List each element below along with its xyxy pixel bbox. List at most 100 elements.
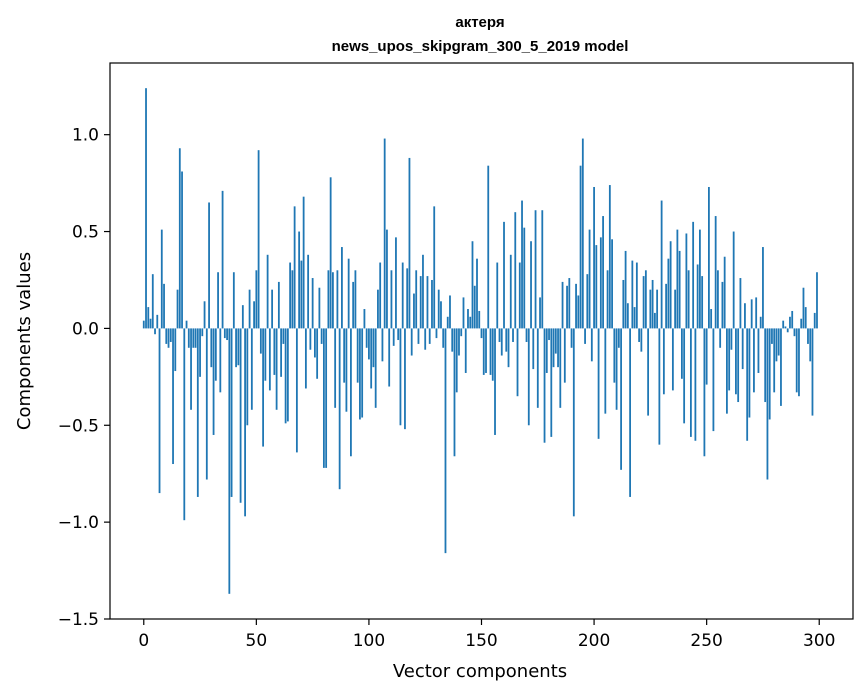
bar: [246, 328, 249, 426]
bar: [291, 270, 294, 329]
bar: [408, 157, 411, 329]
bar: [167, 328, 170, 348]
y-axis-label: Components values: [14, 252, 35, 430]
bar: [590, 328, 593, 362]
bar: [327, 270, 330, 329]
bar: [183, 328, 186, 521]
bar: [717, 270, 719, 329]
bar: [262, 328, 264, 447]
bar: [489, 328, 492, 375]
bar: [703, 328, 706, 457]
bar: [671, 328, 674, 391]
bar: [406, 268, 409, 329]
bar: [462, 297, 465, 329]
bar: [816, 272, 818, 329]
bar: [674, 289, 677, 329]
bar: [437, 289, 440, 329]
bar: [491, 328, 494, 381]
bar: [741, 328, 744, 370]
bar: [608, 185, 611, 329]
bar: [332, 272, 334, 329]
bar: [588, 229, 591, 329]
bar: [374, 328, 377, 408]
bar: [615, 328, 618, 410]
bar: [145, 88, 147, 329]
x-tick-label: 200: [578, 631, 610, 651]
bar: [395, 237, 397, 329]
bar: [165, 328, 168, 344]
bar: [512, 328, 514, 342]
bar: [683, 328, 686, 424]
bar: [586, 274, 589, 329]
bar: [271, 289, 274, 329]
bar: [500, 328, 503, 356]
bar: [642, 276, 645, 329]
bar: [557, 328, 559, 368]
bar: [320, 328, 323, 344]
bar: [518, 262, 521, 329]
bar: [658, 328, 661, 445]
bar: [572, 328, 575, 517]
bar: [662, 328, 665, 395]
bar: [764, 328, 767, 403]
bar: [311, 278, 314, 329]
bar: [494, 328, 496, 435]
bar: [602, 216, 604, 329]
bar: [476, 258, 478, 329]
bar: [527, 328, 530, 426]
bar: [359, 328, 361, 420]
bar: [458, 328, 460, 356]
bar: [647, 328, 650, 416]
bar: [780, 328, 782, 406]
bar: [433, 206, 436, 329]
bar: [467, 309, 469, 329]
bar: [811, 328, 814, 416]
bar: [397, 328, 400, 341]
bar: [365, 328, 368, 348]
bar: [449, 295, 451, 329]
bar: [784, 326, 787, 329]
bar: [726, 328, 728, 414]
bar: [228, 328, 231, 594]
bar: [710, 309, 713, 329]
bar: [507, 328, 510, 368]
bar: [176, 289, 179, 329]
bar: [361, 328, 364, 418]
bar: [435, 328, 438, 339]
bar: [226, 328, 228, 341]
bar: [264, 328, 267, 381]
bar: [660, 200, 663, 329]
bar: [401, 262, 404, 329]
bar: [561, 281, 564, 329]
bar: [464, 328, 467, 373]
bar: [343, 328, 346, 383]
bar: [696, 264, 699, 329]
bar: [530, 241, 532, 329]
bar: [579, 165, 582, 329]
bar: [739, 278, 742, 329]
bar: [363, 309, 366, 329]
bar: [257, 150, 260, 329]
bar: [442, 328, 445, 348]
bar: [383, 138, 386, 329]
bar: [746, 328, 749, 441]
bar: [669, 241, 672, 329]
bar: [516, 328, 519, 397]
bar: [334, 328, 337, 408]
bar: [699, 229, 701, 329]
bar: [773, 328, 776, 393]
bar: [181, 171, 183, 329]
bar: [201, 328, 204, 337]
bar: [809, 328, 812, 362]
chart-subtitle: news_upos_skipgram_300_5_2019 model: [332, 38, 629, 55]
bar: [701, 276, 704, 329]
bar: [748, 328, 751, 418]
bar: [300, 260, 303, 329]
bar: [318, 287, 321, 329]
bar-series: [142, 88, 818, 594]
bar: [735, 328, 737, 395]
bar: [777, 328, 780, 356]
bar: [665, 283, 668, 329]
bar: [635, 262, 638, 329]
bar: [415, 270, 418, 329]
